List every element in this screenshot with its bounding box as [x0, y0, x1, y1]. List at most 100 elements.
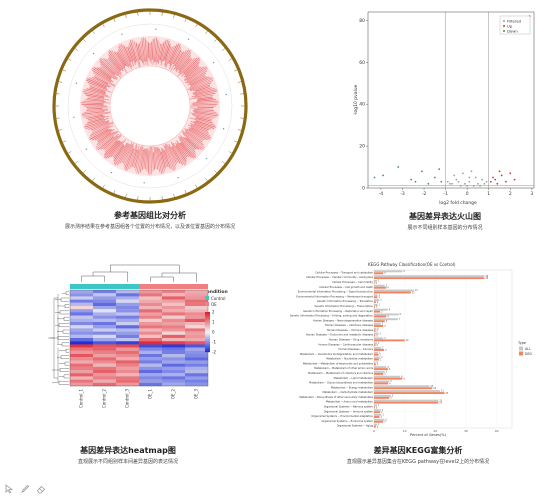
- heatmap-scale-label: 1: [212, 320, 215, 325]
- kegg-data-label-deg: 0: [377, 425, 379, 428]
- heatmap-column-label: Control_2: [102, 389, 107, 408]
- circos-density-bar: [88, 121, 110, 130]
- volcano-point-up: [492, 176, 494, 179]
- heatmap-cell: [70, 331, 93, 335]
- circos-density-bar: [163, 150, 171, 169]
- circos-density-bar: [104, 135, 122, 153]
- volcano-point-filtered: [449, 182, 451, 185]
- heatmap-cell: [185, 331, 208, 335]
- circos-tick: [74, 48, 78, 51]
- heatmap-annotation-cell: [185, 284, 208, 289]
- circos-density-bar: [184, 61, 200, 76]
- circos-density-bar: [85, 120, 109, 130]
- heatmap-scale-segment: [205, 323, 210, 325]
- heatmap-cell: [93, 299, 116, 303]
- volcano-point-down: [438, 168, 441, 171]
- heatmap-cell: [162, 376, 185, 380]
- circos-density-bar: [180, 142, 195, 159]
- kegg-bar-all: [374, 289, 414, 292]
- kegg-category-label: Organismal Systems -- Nervous system: [324, 405, 374, 409]
- heatmap-cell: [70, 357, 93, 361]
- heatmap-cell: [93, 376, 116, 380]
- circos-density-bar: [118, 45, 130, 67]
- kegg-bar-all: [374, 390, 440, 392]
- circos-density-bar: [110, 140, 124, 158]
- kegg-data-label-all: 36: [485, 275, 488, 278]
- circos-density-bar: [192, 100, 219, 104]
- heatmap-column-label: Control_1: [79, 389, 84, 408]
- kegg-xlabel: Percent of Genes(%): [410, 433, 447, 437]
- circos-density-bar: [169, 43, 180, 65]
- pen-icon[interactable]: [20, 484, 30, 494]
- heatmap-cell: [139, 376, 162, 380]
- heatmap-cell: [139, 350, 162, 355]
- heatmap-cell: [162, 379, 185, 383]
- circos-tick: [125, 193, 127, 198]
- circos-density-bar: [103, 58, 120, 75]
- pointer-icon[interactable]: [4, 484, 14, 494]
- heatmap-row-dendrogram: [48, 291, 69, 385]
- circos-density-bar: [157, 43, 163, 64]
- kegg-data-label-deg: 23: [446, 392, 449, 395]
- circos-density-bar: [89, 86, 106, 92]
- volcano-point-down: [382, 174, 384, 177]
- circos-density-bar: [185, 66, 200, 78]
- kegg-bar-deg: [374, 291, 411, 294]
- circos-density-bar: [171, 145, 184, 166]
- circos-track-point: [121, 33, 123, 36]
- kegg-data-label-all: 1: [380, 299, 382, 302]
- kegg-bar-all: [374, 346, 382, 349]
- circos-tick: [222, 48, 226, 51]
- circos-density-bar: [194, 117, 214, 124]
- kegg-bar-all: [374, 294, 378, 297]
- circos-density-bar: [151, 39, 154, 60]
- circos-density-bar: [191, 90, 218, 98]
- circos-density-bar: [180, 57, 198, 75]
- heatmap-cell: [116, 360, 139, 364]
- volcano-legend-marker: [503, 25, 505, 27]
- heatmap-cell: [139, 296, 162, 300]
- kegg-bar-deg: [374, 339, 405, 342]
- circos-density-bar: [174, 51, 185, 67]
- volcano-point-down: [427, 182, 430, 185]
- kegg-data-label-deg: 2: [381, 411, 383, 414]
- circos-density-bar: [192, 109, 217, 113]
- volcano-point-down: [440, 180, 443, 183]
- volcano-point-down: [433, 176, 436, 179]
- heatmap-cell: [70, 290, 93, 294]
- volcano-frame: [367, 11, 535, 189]
- heatmap-cell: [162, 293, 185, 297]
- circos-density-bar: [165, 45, 175, 68]
- heatmap-cell: [185, 350, 208, 355]
- circos-track-point: [212, 61, 215, 64]
- heatmap-column-label: OE_2: [171, 389, 176, 400]
- circos-density-bar: [108, 51, 124, 72]
- circos-density-bar: [181, 131, 205, 150]
- circos-density-bar: [195, 120, 216, 128]
- kegg-xtick-label: 30: [464, 429, 468, 433]
- kegg-category-label: Metabolism -- Carbohydrate metabolism: [322, 390, 373, 394]
- heatmap-cell: [116, 370, 139, 374]
- circos-density-bar: [193, 115, 212, 121]
- heatmap-cell: [162, 318, 185, 323]
- circos-tick: [125, 14, 127, 19]
- heatmap-column-label: OE_3: [194, 389, 199, 400]
- circos-track-point: [85, 148, 88, 151]
- circos-density-bar: [193, 110, 219, 115]
- heatmap-cell: [70, 379, 93, 383]
- kegg-bar-all: [374, 356, 381, 359]
- heatmap-cell: [185, 299, 208, 303]
- heatmap-scale-segment: [205, 322, 210, 324]
- circos-density-bar: [152, 152, 156, 170]
- kegg-category-label: Metabolism -- Amino acid metabolism: [326, 400, 374, 404]
- circos-density-bar: [94, 129, 113, 141]
- circos-density-bar: [93, 76, 109, 85]
- heatmap-cell: [70, 363, 93, 367]
- heatmap-cell: [162, 344, 185, 348]
- volcano-point-filtered: [485, 180, 488, 183]
- circos-caption: 展示测序结果在参考基因组各个位置的分布情况，以及该位置基因的分布情况: [64, 224, 235, 230]
- eraser-icon[interactable]: [36, 484, 46, 494]
- heatmap-cell: [70, 322, 93, 326]
- heatmap-cell: [185, 334, 208, 339]
- circos-density-bar: [82, 100, 110, 104]
